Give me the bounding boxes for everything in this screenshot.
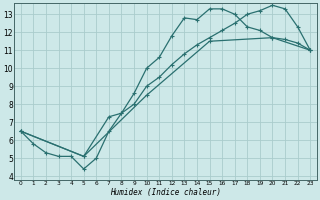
X-axis label: Humidex (Indice chaleur): Humidex (Indice chaleur) — [110, 188, 221, 197]
